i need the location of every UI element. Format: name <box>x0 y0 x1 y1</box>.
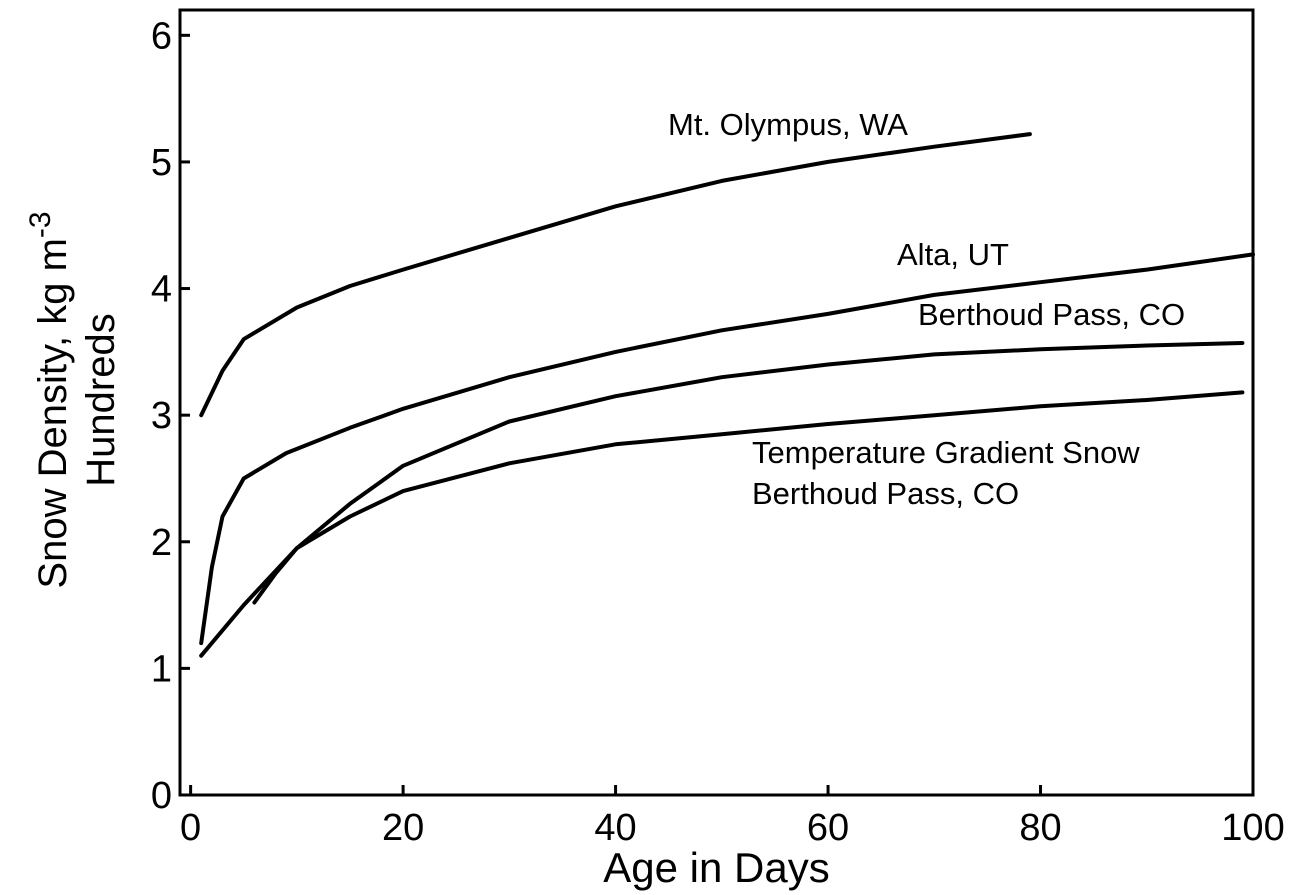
series-label: Temperature Gradient Snow Berthoud Pass,… <box>752 435 1140 511</box>
y-axis-label: Snow Density, kg m-3 <box>24 211 75 588</box>
y-tick-label: 4 <box>151 269 172 311</box>
series-label: Berthoud Pass, CO <box>918 297 1185 332</box>
x-tick-label: 100 <box>1221 807 1284 849</box>
series-line <box>199 252 1255 646</box>
y-axis-label-text: Snow Density, kg m <box>31 238 75 589</box>
x-tick-label: 60 <box>807 807 849 849</box>
y-axis-label-superscript: -3 <box>24 211 57 238</box>
y-tick-label: 3 <box>151 395 172 437</box>
y-tick-label: 1 <box>151 648 172 690</box>
x-tick-label: 40 <box>594 807 636 849</box>
x-tick-label: 0 <box>180 807 201 849</box>
y-tick-label: 0 <box>151 775 172 817</box>
y-tick-label: 5 <box>151 142 172 184</box>
y-tick-label: 6 <box>151 15 172 57</box>
x-tick-label: 20 <box>382 807 424 849</box>
series-label: Mt. Olympus, WA <box>668 107 908 142</box>
y-axis-label-line2: Hundreds <box>79 313 123 486</box>
y-tick-label: 2 <box>151 522 172 564</box>
x-tick-label: 80 <box>1019 807 1061 849</box>
series-line <box>252 390 1245 605</box>
series-label: Alta, UT <box>897 237 1009 272</box>
series-line <box>199 132 1032 418</box>
plot-frame <box>178 8 1255 797</box>
x-axis-label: Age in Days <box>603 844 829 891</box>
